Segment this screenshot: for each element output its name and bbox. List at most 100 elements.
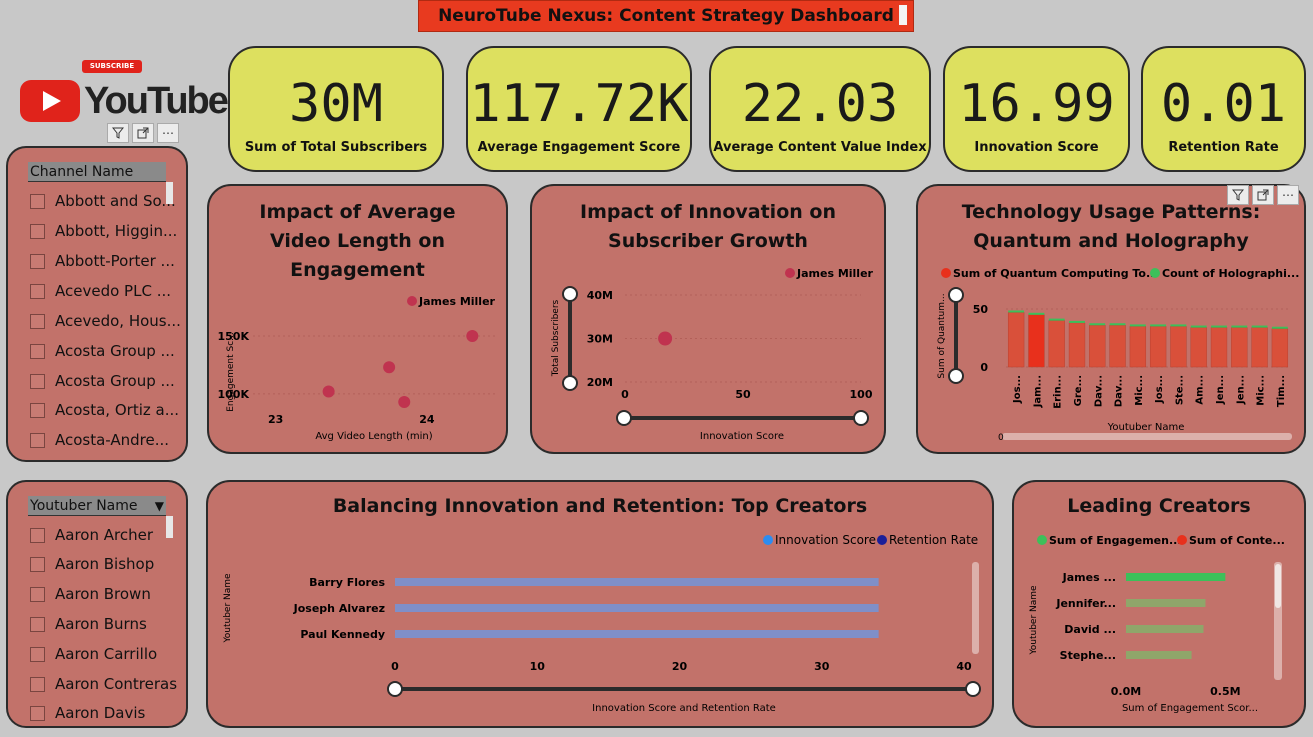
checkbox[interactable] [30, 616, 45, 632]
slicer-item[interactable]: Abbott and So... [30, 192, 176, 210]
slicer-item[interactable]: Aaron Burns [30, 615, 147, 633]
checkbox[interactable] [30, 373, 45, 389]
slicer-item[interactable]: Abbott-Porter ... [30, 252, 175, 270]
bar[interactable] [1028, 314, 1045, 368]
bar-secondary[interactable] [1211, 325, 1227, 328]
bar-secondary[interactable] [1170, 324, 1187, 327]
bar[interactable] [1251, 327, 1268, 368]
checkbox[interactable] [30, 313, 45, 329]
focus-mode-icon[interactable] [1252, 185, 1274, 205]
slicer-item[interactable]: Aaron Archer [30, 526, 153, 544]
bar[interactable] [1190, 327, 1207, 368]
checkbox[interactable] [30, 193, 45, 209]
legend-label: Sum of Quantum Computing To... [953, 267, 1159, 280]
slicer-item[interactable]: Acevedo PLC ... [30, 282, 171, 300]
bar[interactable] [1129, 326, 1147, 368]
checkbox[interactable] [30, 223, 45, 239]
bar[interactable] [1007, 312, 1025, 368]
bar[interactable] [1126, 599, 1206, 607]
focus-mode-icon[interactable] [132, 123, 154, 143]
slider-handle[interactable] [965, 681, 981, 697]
bar[interactable] [1126, 625, 1204, 633]
slicer-item[interactable]: Aaron Davis [30, 704, 145, 722]
data-point[interactable] [398, 395, 411, 408]
data-point[interactable] [466, 329, 479, 342]
slicer-item[interactable]: Abbott, Higgin... [30, 222, 177, 240]
checkbox[interactable] [30, 432, 45, 448]
bar[interactable] [1271, 328, 1289, 368]
bar-secondary[interactable] [1028, 312, 1045, 315]
bar[interactable] [395, 604, 879, 612]
slicer-item[interactable]: Acosta Group ... [30, 372, 175, 390]
checkbox[interactable] [30, 556, 45, 572]
bar[interactable] [1126, 651, 1192, 659]
slider-handle[interactable] [562, 375, 578, 391]
kpi-label: Retention Rate [1168, 140, 1279, 155]
x-tick-label: Jen... [1215, 375, 1226, 405]
slicer-item[interactable]: Aaron Brown [30, 585, 151, 603]
bar-secondary[interactable] [1231, 325, 1248, 328]
slicer-scrollbar[interactable] [166, 182, 173, 204]
bar[interactable] [1149, 326, 1167, 368]
bar-secondary[interactable] [1251, 325, 1268, 328]
scrollbar-thumb[interactable] [1275, 564, 1281, 608]
chevron-down-icon[interactable]: ▼ [154, 499, 164, 513]
bar[interactable] [1048, 320, 1065, 368]
bar[interactable] [1231, 327, 1248, 368]
data-point[interactable] [383, 361, 396, 374]
horizontal-scrollbar[interactable] [1002, 433, 1292, 440]
slicer-item[interactable]: Aaron Carrillo [30, 645, 157, 663]
checkbox[interactable] [30, 705, 45, 721]
more-options-icon[interactable]: ⋯ [157, 123, 179, 143]
slicer-item[interactable]: Acevedo, Hous... [30, 312, 181, 330]
slider-handle[interactable] [853, 410, 869, 426]
checkbox[interactable] [30, 343, 45, 359]
y-axis-label: Youtuber Name [223, 573, 233, 644]
kpi-label: Average Engagement Score [477, 140, 681, 155]
checkbox[interactable] [30, 646, 45, 662]
slicer-item[interactable]: Aaron Contreras [30, 675, 177, 693]
bar[interactable] [1210, 327, 1228, 368]
bar-secondary[interactable] [1271, 326, 1288, 329]
slicer-item[interactable]: Acosta-Andre... [30, 431, 169, 449]
bar[interactable] [395, 630, 879, 638]
slider-handle[interactable] [948, 287, 964, 303]
checkbox[interactable] [30, 283, 45, 299]
bar-secondary[interactable] [1190, 325, 1207, 328]
slicer-item[interactable]: Acosta Group ... [30, 342, 175, 360]
y-tick-label: 100K [218, 388, 250, 401]
slider-handle[interactable] [616, 410, 632, 426]
data-point[interactable] [658, 331, 673, 346]
slider-handle[interactable] [948, 368, 964, 384]
bar-secondary[interactable] [1150, 324, 1167, 327]
slider-handle[interactable] [562, 286, 578, 302]
bar[interactable] [1109, 324, 1126, 368]
checkbox[interactable] [30, 253, 45, 269]
bar-secondary[interactable] [1008, 310, 1025, 313]
slider-handle[interactable] [387, 681, 403, 697]
slicer-scrollbar[interactable] [166, 516, 173, 538]
bar-secondary[interactable] [1048, 318, 1065, 321]
bar-secondary[interactable] [1109, 323, 1126, 326]
slicer-item[interactable]: Aaron Bishop [30, 555, 154, 573]
data-point[interactable] [322, 385, 335, 398]
x-tick-label: Ste... [1174, 375, 1185, 405]
more-options-icon[interactable]: ⋯ [1277, 185, 1299, 205]
checkbox[interactable] [30, 527, 45, 543]
checkbox[interactable] [30, 402, 45, 418]
checkbox[interactable] [30, 586, 45, 602]
bar[interactable] [1170, 326, 1187, 368]
bar-secondary[interactable] [1069, 320, 1085, 323]
bar[interactable] [1068, 322, 1086, 368]
bar[interactable] [1126, 573, 1226, 581]
vertical-scrollbar[interactable] [972, 562, 979, 654]
filter-icon[interactable] [1227, 185, 1249, 205]
bar-secondary[interactable] [1129, 324, 1146, 327]
bar[interactable] [1089, 324, 1106, 368]
bar[interactable] [395, 578, 879, 586]
checkbox[interactable] [30, 676, 45, 692]
slicer-item[interactable]: Acosta, Ortiz a... [30, 401, 179, 419]
legend-label: Sum of Engagemen... [1049, 534, 1181, 547]
bar-secondary[interactable] [1089, 323, 1106, 326]
filter-icon[interactable] [107, 123, 129, 143]
